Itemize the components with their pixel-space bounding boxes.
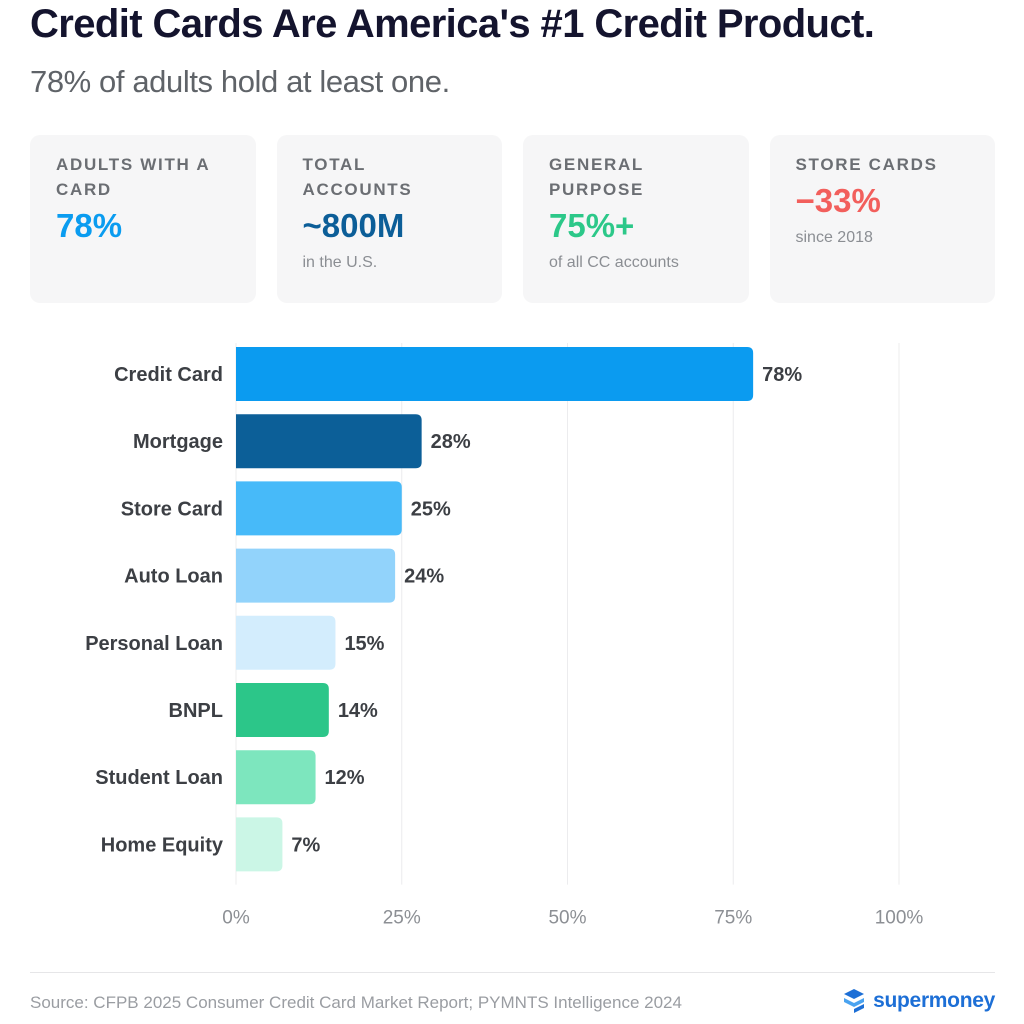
data-label: 28% <box>431 431 471 453</box>
stat-card-general-purpose: GENERAL PURPOSE 75%+ of all CC accounts <box>523 135 749 303</box>
x-tick-label: 0% <box>222 908 250 929</box>
bar <box>236 347 754 401</box>
category-label: Student Loan <box>95 767 223 789</box>
stat-label: ADULTS WITH A CARD <box>56 155 210 199</box>
x-tick-label: 100% <box>875 908 924 929</box>
stat-label: STORE CARDS <box>795 155 938 174</box>
bar <box>236 817 283 872</box>
stat-label: GENERAL PURPOSE <box>549 155 645 199</box>
bar <box>236 481 402 536</box>
source-note: Source: CFPB 2025 Consumer Credit Card M… <box>30 993 682 1012</box>
stat-note: of all CC accounts <box>549 254 679 271</box>
category-label: Credit Card <box>114 364 223 386</box>
x-tick-label: 50% <box>548 908 586 929</box>
category-label: Home Equity <box>101 834 224 856</box>
stat-note: in the U.S. <box>302 254 378 271</box>
bar <box>236 683 329 737</box>
brand: supermoney <box>841 988 995 1014</box>
data-label: 12% <box>325 767 365 789</box>
x-tick-label: 75% <box>714 908 752 929</box>
bar <box>236 615 336 670</box>
supermoney-logo-icon <box>844 989 865 1013</box>
bar-chart: Credit Card 78% Mortgage 28% Store Card 25% Au… <box>85 343 924 929</box>
bar <box>236 414 422 469</box>
stat-note: since 2018 <box>795 229 873 246</box>
data-label: 15% <box>344 633 384 655</box>
category-label: Store Card <box>121 498 223 520</box>
stat-value: 78% <box>56 207 123 244</box>
x-tick-label: 25% <box>383 908 421 929</box>
brand-name: supermoney <box>873 989 995 1012</box>
bar <box>236 750 316 805</box>
stat-cards: ADULTS WITH A CARD 78% TOTAL ACCOUNTS ~8… <box>30 135 995 303</box>
category-label: Mortgage <box>133 431 223 453</box>
stat-card-accounts: TOTAL ACCOUNTS ~800M in the U.S. <box>276 135 502 303</box>
data-label: 25% <box>411 498 451 520</box>
data-label: 24% <box>404 566 444 588</box>
page-subtitle: 78% of adults hold at least one. <box>30 64 450 99</box>
stat-value: −33% <box>795 182 881 219</box>
data-label: 78% <box>762 364 802 386</box>
stat-value: ~800M <box>302 207 405 244</box>
stat-card-adults: ADULTS WITH A CARD 78% <box>30 135 256 303</box>
footer-divider <box>30 972 995 973</box>
category-label: Auto Loan <box>124 566 223 588</box>
bar <box>236 548 396 603</box>
category-label: Personal Loan <box>85 633 223 655</box>
stat-value: 75%+ <box>549 207 635 244</box>
stat-card-store-cards: STORE CARDS −33% since 2018 <box>769 135 995 303</box>
data-label: 14% <box>338 700 378 722</box>
stat-label: TOTAL ACCOUNTS <box>302 155 413 199</box>
category-label: BNPL <box>169 700 223 722</box>
data-label: 7% <box>291 834 320 856</box>
page-title: Credit Cards Are America's #1 Credit Pro… <box>30 2 875 46</box>
